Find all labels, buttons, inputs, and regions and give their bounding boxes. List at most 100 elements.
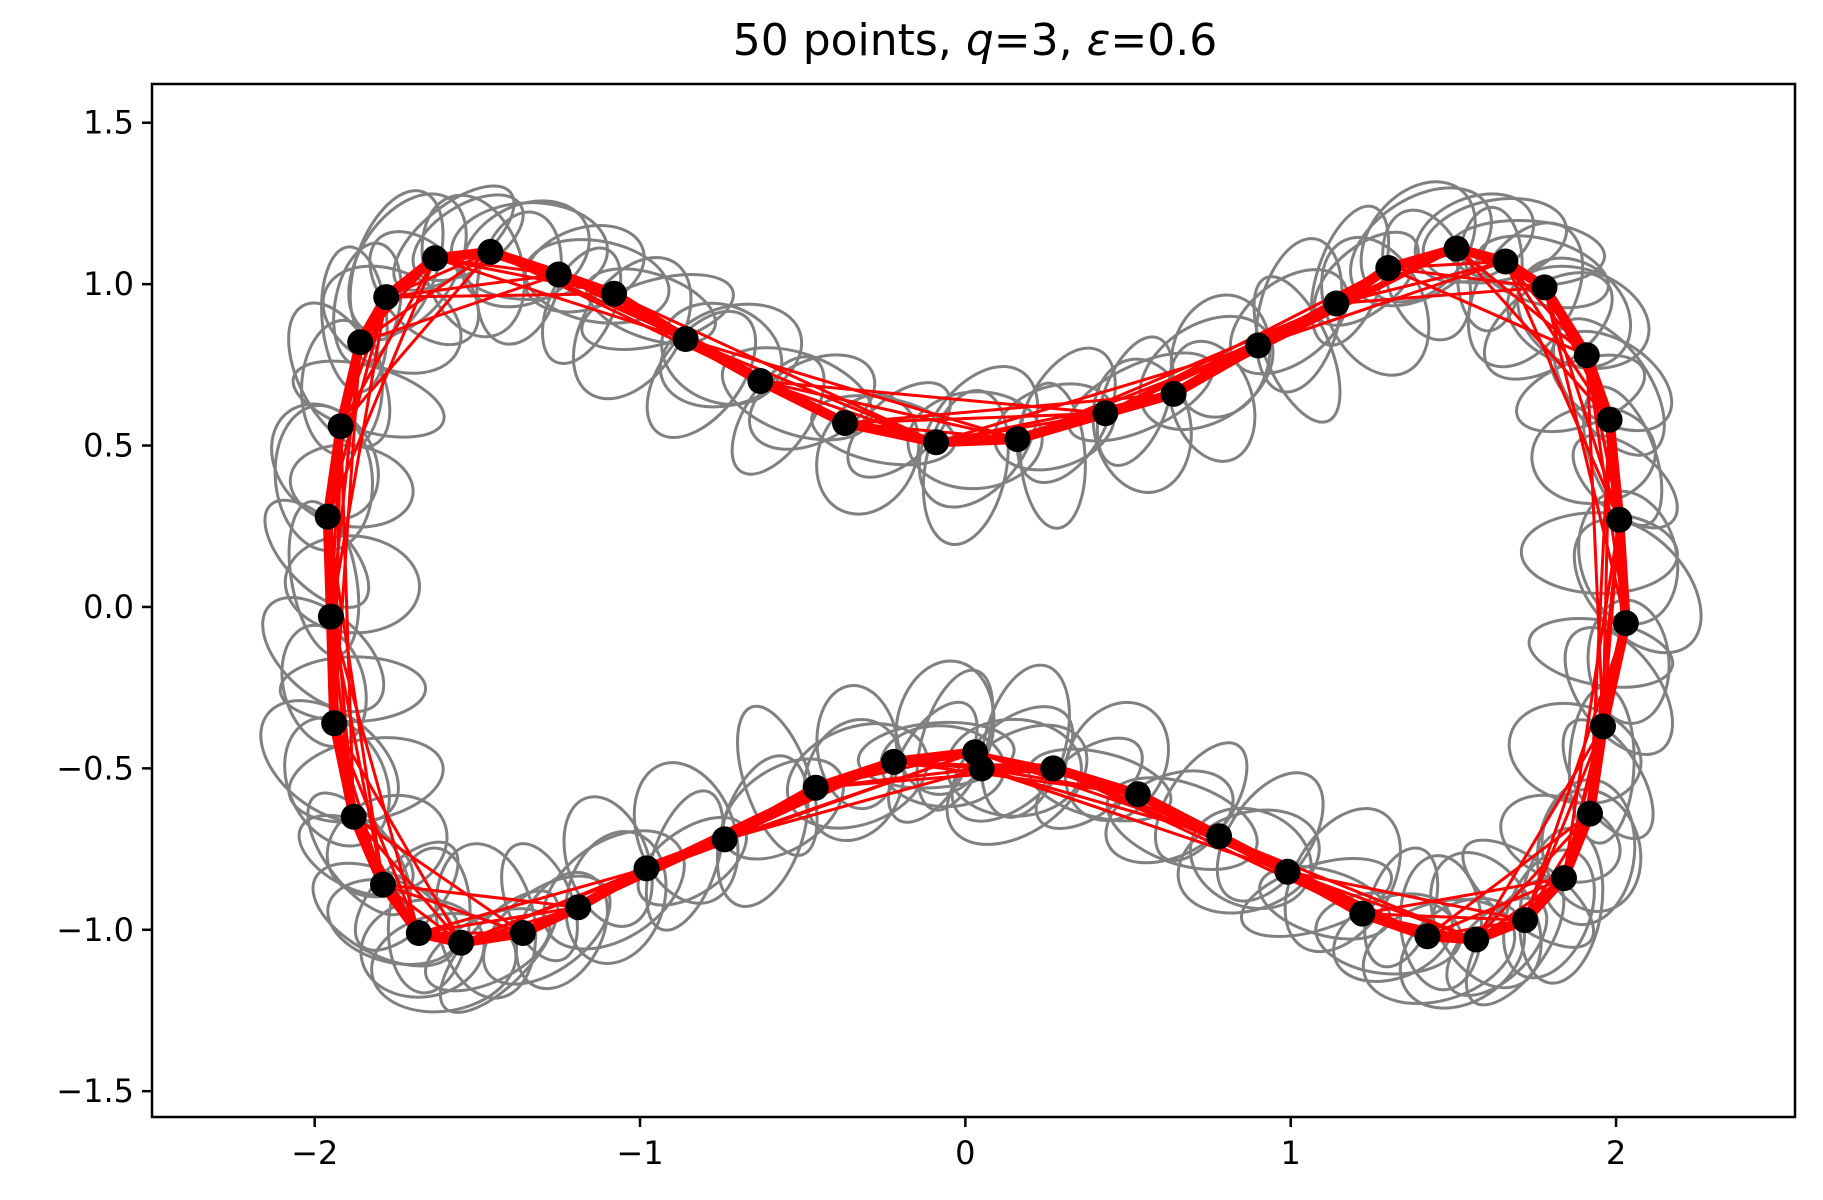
uncertainty-ellipse <box>1167 339 1257 463</box>
data-point <box>565 894 592 921</box>
x-tick-label: −1 <box>616 1134 663 1172</box>
chart-title: 50 points, q=3, ε=0.6 <box>733 15 1218 66</box>
uncertainty-ellipse <box>1561 718 1655 841</box>
data-point <box>1092 400 1119 427</box>
red-path-chord <box>1562 519 1621 879</box>
red-path-chord <box>685 337 937 444</box>
data-point <box>1160 380 1187 407</box>
data-point <box>1612 610 1639 637</box>
red-path-chord <box>1562 726 1605 879</box>
y-tick-label: 1.5 <box>83 104 134 142</box>
data-point <box>1274 858 1301 885</box>
uncertainty-ellipse <box>1091 357 1193 494</box>
red-path-chord <box>329 616 421 934</box>
uncertainty-ellipse <box>1034 736 1144 831</box>
data-point <box>1492 248 1519 275</box>
data-point <box>448 929 475 956</box>
red-path-chord <box>418 905 579 935</box>
x-tick-label: 1 <box>1281 1134 1301 1172</box>
plot-frame <box>150 82 1797 1119</box>
red-path-chord <box>385 250 491 299</box>
uncertainty-ellipse <box>1252 275 1342 424</box>
uncertainty-ellipse <box>460 199 591 309</box>
uncertainty-ellipse <box>541 246 623 366</box>
uncertainty-ellipse <box>950 705 1075 823</box>
data-point <box>1040 755 1067 782</box>
x-tick-label: 2 <box>1606 1134 1626 1172</box>
uncertainty-ellipse <box>632 761 740 905</box>
red-path-chord <box>981 766 1288 874</box>
data-point <box>1463 926 1490 953</box>
data-point <box>923 429 950 456</box>
uncertainty-ellipse <box>562 795 654 928</box>
data-point <box>601 280 627 307</box>
data-point <box>477 238 504 265</box>
red-path-chord <box>1504 260 1621 521</box>
data-point <box>1590 713 1616 740</box>
red-path-chord <box>332 722 385 886</box>
uncertainty-ellipse <box>564 830 668 965</box>
uncertainty-ellipse <box>1398 854 1484 992</box>
uncertainty-ellipse <box>730 355 826 476</box>
data-point <box>962 739 989 766</box>
uncertainty-ellipse <box>261 596 386 714</box>
data-point <box>373 284 400 311</box>
y-tick-label: −1.5 <box>56 1072 134 1110</box>
data-point <box>1512 907 1538 934</box>
uncertainty-ellipse <box>1176 808 1321 915</box>
uncertainty-ellipse <box>856 720 1016 790</box>
uncertainty-ellipse <box>747 353 877 451</box>
uncertainty-ellipse <box>1349 186 1493 308</box>
uncertainty-ellipse <box>1320 235 1431 377</box>
red-path-chord <box>339 257 437 427</box>
data-point <box>1375 255 1402 281</box>
uncertainty-ellipse <box>270 402 380 521</box>
uncertainty-ellipse <box>887 700 979 824</box>
data-point <box>1349 900 1376 927</box>
red-path-chord <box>1504 260 1588 357</box>
data-point <box>1606 506 1633 533</box>
uncertainty-ellipse <box>658 302 804 409</box>
data-point <box>747 368 774 394</box>
uncertainty-ellipse <box>644 789 725 932</box>
red-path-chord <box>1426 876 1565 938</box>
data-point <box>509 920 536 946</box>
uncertainty-ellipse <box>1507 701 1643 806</box>
uncertainty-ellipse <box>894 659 996 796</box>
red-path-chord <box>1336 285 1545 305</box>
uncertainty-ellipse <box>580 273 735 351</box>
red-path-chord <box>724 766 982 841</box>
red-path-chord <box>613 292 937 444</box>
y-tick-label: 0.0 <box>83 588 134 626</box>
uncertainty-ellipse <box>291 359 446 439</box>
data-point <box>1323 290 1350 317</box>
red-path-chord <box>332 722 463 944</box>
uncertainty-ellipse <box>1169 293 1272 419</box>
uncertainty-ellipse <box>1283 807 1402 954</box>
red-path-chord <box>352 815 463 944</box>
data-point <box>405 920 432 946</box>
data-point <box>340 803 367 830</box>
red-path-chord <box>1257 260 1506 347</box>
uncertainty-ellipse <box>1519 511 1679 596</box>
data-point <box>422 245 449 272</box>
uncertainty-ellipse <box>1228 268 1350 376</box>
uncertainty-ellipse <box>278 655 428 724</box>
data-point <box>1124 781 1151 808</box>
data-point <box>314 503 341 530</box>
red-path-chord <box>352 815 524 935</box>
plot-area <box>259 180 1703 1014</box>
data-point <box>327 413 354 440</box>
data-point <box>317 603 344 630</box>
uncertainty-ellipse <box>1018 381 1087 530</box>
uncertainty-ellipse <box>815 393 921 516</box>
red-path-chord <box>329 296 388 617</box>
uncertainty-ellipse <box>736 704 819 857</box>
data-point <box>633 855 660 882</box>
axes: −2 −1 0 1 2 1.5 1.0 0.5 0.0 −0.5 −1.0 −1.5 <box>56 82 1797 1172</box>
data-point <box>711 826 738 853</box>
data-point <box>545 261 572 288</box>
uncertainty-ellipse <box>1563 625 1674 757</box>
data-point <box>832 410 858 436</box>
red-path-chord <box>386 292 615 299</box>
